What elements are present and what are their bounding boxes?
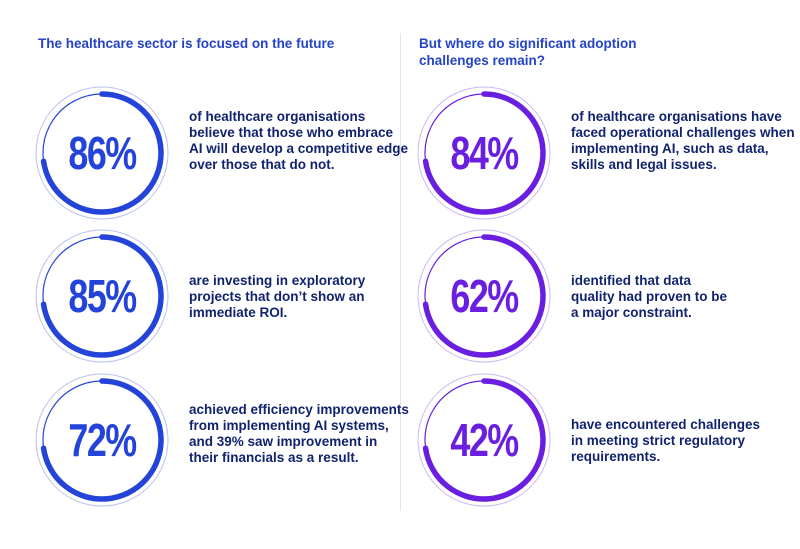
progress-ring [414, 370, 554, 510]
stat-value: 85% [68, 270, 137, 322]
stat-value: 86% [68, 127, 137, 179]
progress-ring-graphic [35, 86, 169, 220]
stat-value: 72% [68, 414, 137, 466]
ring-outer-circle [417, 373, 551, 507]
stat-description: are investing in exploratory projects th… [189, 273, 366, 320]
stat-card: 84% of healthcare organisations have fac… [414, 83, 795, 223]
stat-card: 62% identified that data quality had pro… [414, 226, 794, 366]
ring-progress-arc [422, 378, 546, 502]
stat-description: identified that data quality had proven … [571, 273, 728, 320]
stat-value: 84% [450, 127, 519, 179]
progress-ring-graphic [417, 373, 551, 507]
stat-card: 85% are investing in exploratory project… [32, 226, 412, 366]
progress-ring [414, 83, 554, 223]
progress-ring [32, 370, 172, 510]
progress-ring-graphic [417, 229, 551, 363]
ring-progress-arc [40, 91, 164, 215]
stat-card: 42% have encountered challenges in meeti… [414, 370, 794, 510]
progress-ring-graphic [35, 373, 169, 507]
ring-progress-arc [422, 234, 546, 358]
ring-outer-circle [417, 229, 551, 363]
stat-value: 42% [450, 414, 519, 466]
ring-outer-circle [417, 86, 551, 220]
left-column-title: The healthcare sector is focused on the … [38, 36, 335, 51]
stat-description: of healthcare organisations have faced o… [571, 109, 795, 172]
stat-value: 62% [450, 270, 519, 322]
stat-card: 86% of healthcare organisations believe … [32, 83, 412, 223]
ring-progress-arc [422, 91, 546, 215]
column-divider [400, 33, 401, 511]
ring-progress-arc [40, 234, 164, 358]
stat-card: 72% achieved efficiency improvements fro… [32, 370, 412, 510]
ring-outer-circle [35, 229, 169, 363]
stat-description: have encountered challenges in meeting s… [571, 417, 761, 464]
stat-description: achieved efficiency improvements from im… [189, 402, 409, 465]
right-column-title: But where do significant adoption challe… [419, 36, 637, 68]
stat-description: of healthcare organisations believe that… [189, 109, 409, 172]
ring-outer-circle [35, 86, 169, 220]
progress-ring [32, 83, 172, 223]
progress-ring-graphic [35, 229, 169, 363]
progress-ring-graphic [417, 86, 551, 220]
progress-ring [414, 226, 554, 366]
ring-progress-arc [40, 378, 164, 502]
ring-outer-circle [35, 373, 169, 507]
progress-ring [32, 226, 172, 366]
